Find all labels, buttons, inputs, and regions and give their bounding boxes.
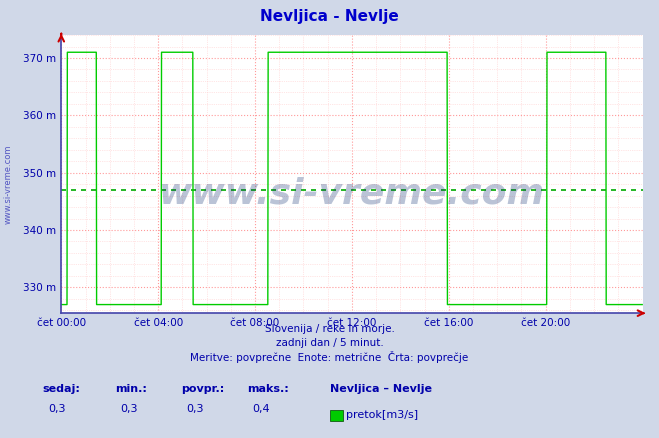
Text: www.si-vreme.com: www.si-vreme.com: [159, 177, 545, 211]
Polygon shape: [326, 175, 340, 219]
Text: 0,3: 0,3: [48, 404, 66, 414]
Polygon shape: [308, 175, 326, 199]
Text: 0,3: 0,3: [186, 404, 204, 414]
Text: 0,4: 0,4: [252, 404, 270, 414]
Text: pretok[m3/s]: pretok[m3/s]: [346, 410, 418, 420]
Text: zadnji dan / 5 minut.: zadnji dan / 5 minut.: [275, 338, 384, 348]
Text: maks.:: maks.:: [247, 384, 289, 394]
Text: 0,3: 0,3: [121, 404, 138, 414]
Text: Meritve: povprečne  Enote: metrične  Črta: povprečje: Meritve: povprečne Enote: metrične Črta:…: [190, 351, 469, 364]
Text: povpr.:: povpr.:: [181, 384, 225, 394]
Text: www.si-vreme.com: www.si-vreme.com: [3, 144, 13, 224]
Text: Slovenija / reke in morje.: Slovenija / reke in morje.: [264, 324, 395, 333]
Text: Nevljica - Nevlje: Nevljica - Nevlje: [260, 9, 399, 24]
Text: min.:: min.:: [115, 384, 147, 394]
Text: Nevljica – Nevlje: Nevljica – Nevlje: [330, 384, 432, 394]
Polygon shape: [308, 186, 332, 219]
Text: sedaj:: sedaj:: [43, 384, 80, 394]
